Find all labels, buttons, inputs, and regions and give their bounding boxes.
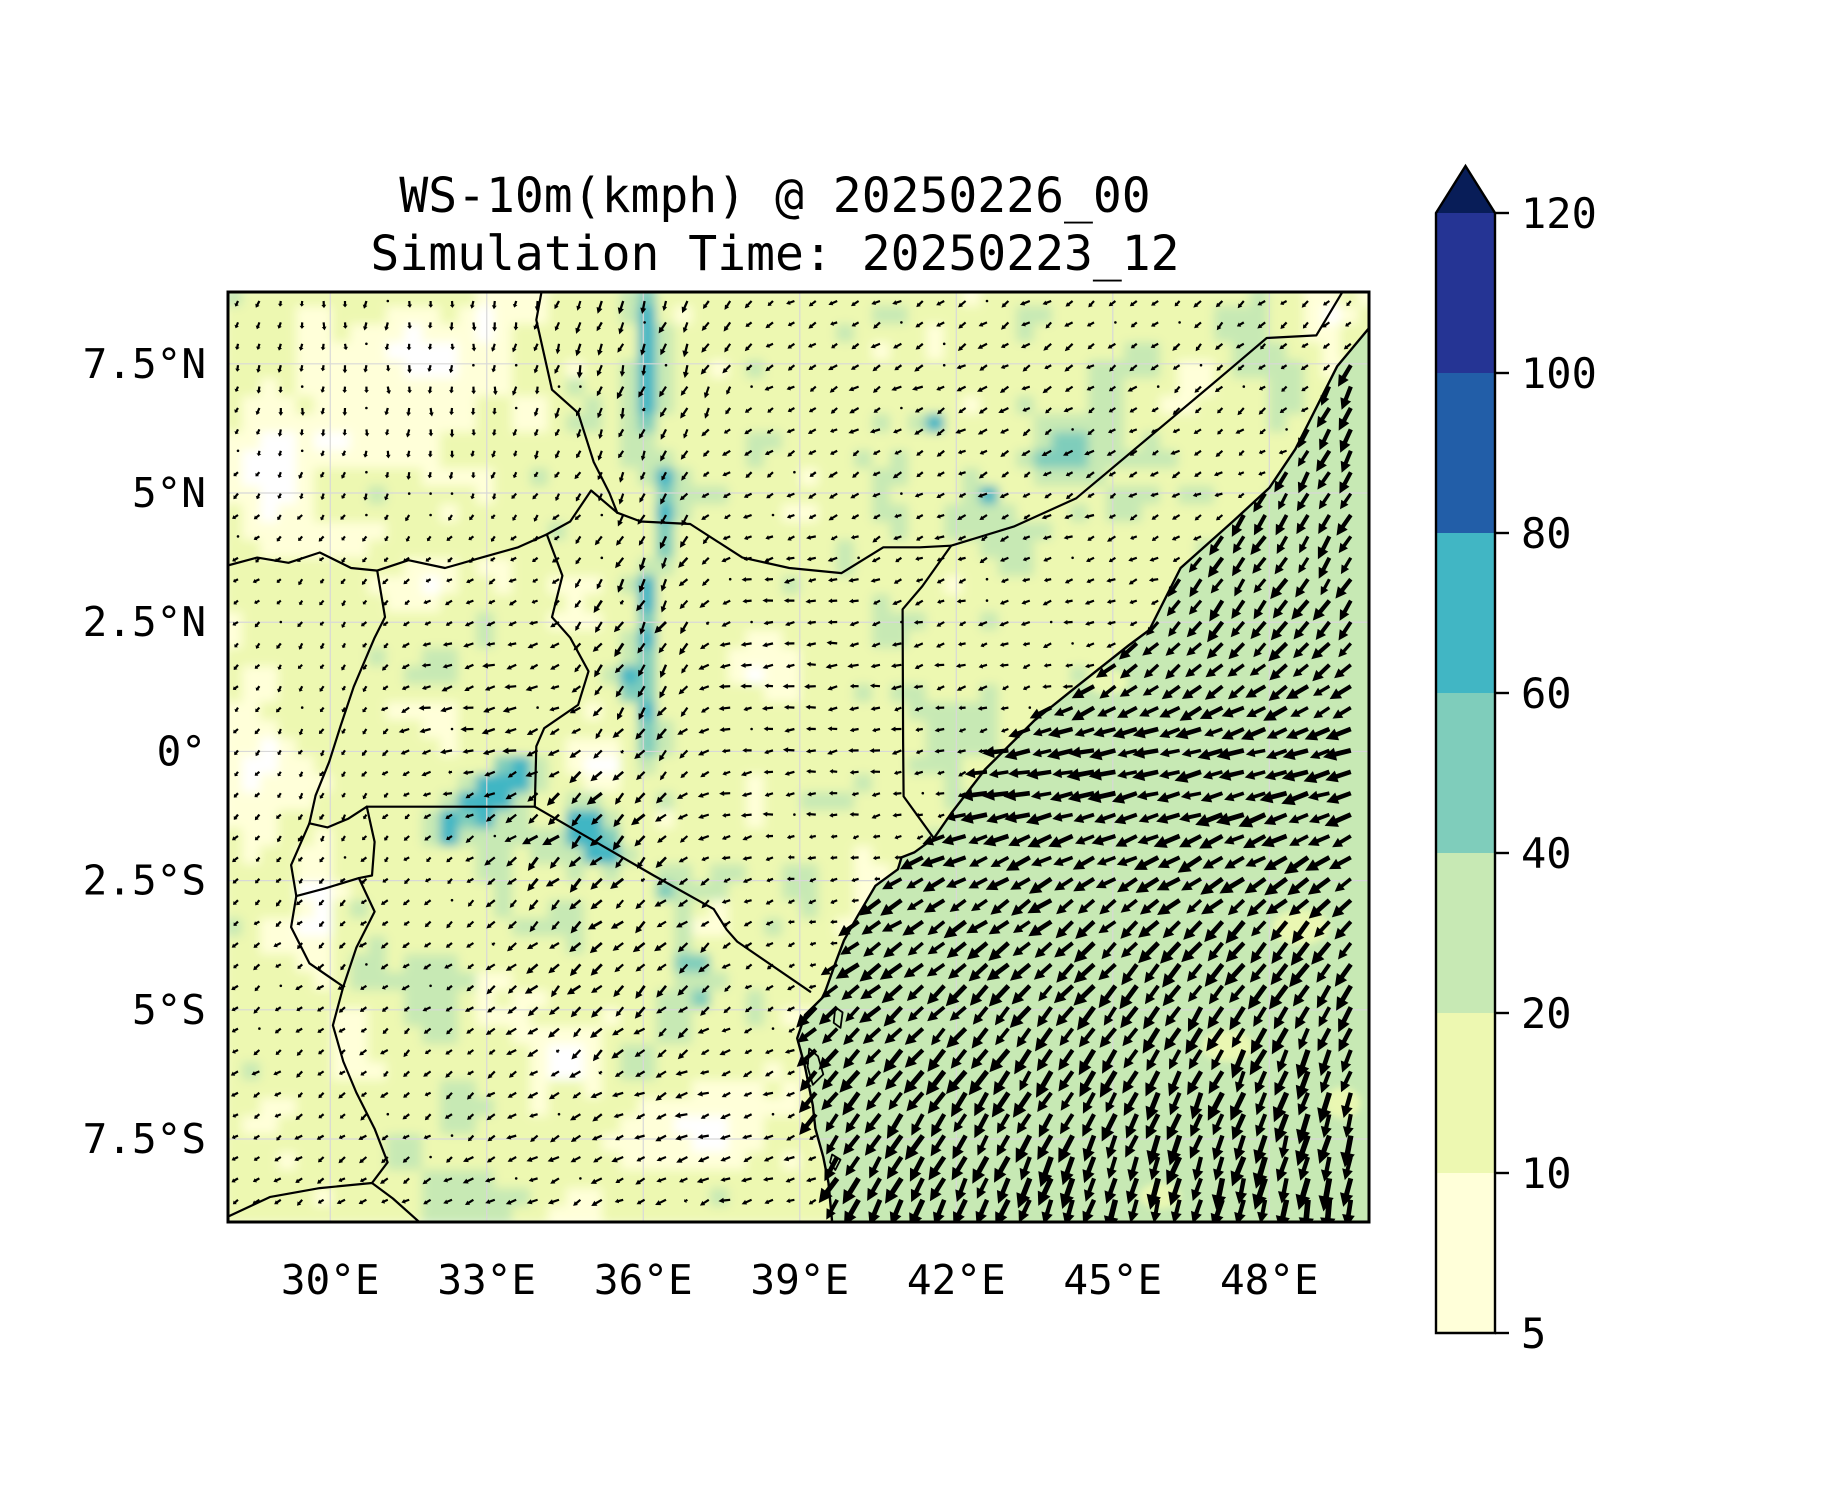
- colorbar-segment: [1436, 1173, 1495, 1333]
- country-border: [376, 489, 619, 572]
- colorbar-segment: [1436, 533, 1495, 693]
- y-tick-label: 5°N: [132, 469, 206, 517]
- y-tick-label: 5°S: [132, 986, 206, 1034]
- colorbar-tick-label: 60: [1521, 669, 1572, 718]
- colorbar-segment: [1436, 373, 1495, 533]
- colorbar-outline: [1434, 163, 1497, 1335]
- y-axis-labels: 7.5°N 5°N 2.5°N 0° 2.5°S 5°S 7.5°S: [83, 340, 206, 1163]
- colorbar-tick-label: 40: [1521, 829, 1572, 878]
- country-border: [295, 877, 360, 898]
- x-axis-labels: 30°E 33°E 36°E 39°E 42°E 45°E 48°E: [281, 1256, 1319, 1304]
- y-tick-label: 7.5°S: [83, 1115, 206, 1163]
- colorbar-tick-label: 10: [1521, 1149, 1572, 1198]
- y-tick-label: 7.5°N: [83, 340, 206, 388]
- y-tick-label: 0°: [157, 727, 206, 775]
- quiver-layer: [230, 299, 1355, 1222]
- map-plot: 7.5°N 5°N 2.5°N 0° 2.5°S 5°S 7.5°S 30°E 33°E 36°…: [83, 290, 1371, 1304]
- map-frame: [226, 290, 1371, 1224]
- colorbar-extend-arrow: [1436, 166, 1495, 213]
- y-tick-label: 2.5°S: [83, 857, 206, 905]
- island-outline: [832, 1006, 844, 1029]
- country-border: [901, 544, 953, 840]
- country-border: [533, 805, 812, 993]
- colorbar-segment: [1436, 1013, 1495, 1173]
- colorbar-segment: [1436, 693, 1495, 853]
- country-border: [290, 822, 345, 988]
- colorbar-tick-label: 100: [1521, 349, 1597, 398]
- y-tick-label: 2.5°N: [83, 598, 206, 646]
- colorbar-segment: [1436, 213, 1495, 373]
- country-border: [331, 985, 389, 1185]
- colorbar-segment: [1436, 853, 1495, 1013]
- country-border: [228, 551, 379, 572]
- colorbar-tick-label: 5: [1521, 1309, 1546, 1358]
- plot-subtitle: Simulation Time: 20250223_12: [370, 226, 1179, 282]
- colorbar-tick-label: 20: [1521, 989, 1572, 1038]
- x-tick-label: 30°E: [281, 1256, 380, 1304]
- country-border: [533, 533, 590, 808]
- x-tick-label: 36°E: [594, 1256, 693, 1304]
- colorbar-tick-label: 80: [1521, 509, 1572, 558]
- colorbar-tick-label: 120: [1521, 189, 1597, 238]
- x-tick-label: 33°E: [437, 1256, 536, 1304]
- country-border: [308, 569, 387, 825]
- x-tick-label: 42°E: [907, 1256, 1006, 1304]
- wind-arrows: [230, 300, 1355, 1222]
- x-tick-label: 48°E: [1220, 1256, 1319, 1304]
- country-border: [228, 1181, 420, 1222]
- plot-title: WS-10m(kmph) @ 20250226_00: [399, 168, 1150, 224]
- x-tick-label: 45°E: [1063, 1256, 1162, 1304]
- country-border: [950, 292, 1344, 547]
- country-border: [308, 805, 368, 829]
- colorbar: 5 10 20 40 60 80 100 120: [1434, 163, 1597, 1358]
- x-tick-label: 39°E: [750, 1256, 849, 1304]
- country-border: [616, 511, 953, 575]
